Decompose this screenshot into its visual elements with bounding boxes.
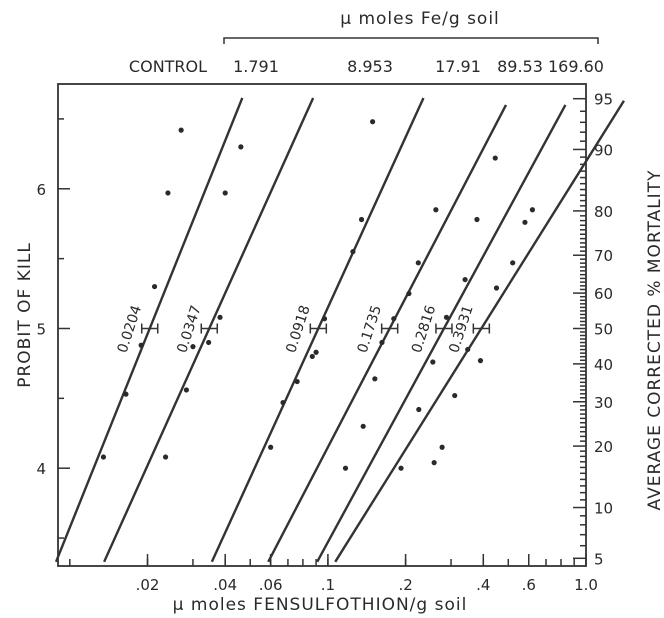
x-tick-label: .06 bbox=[259, 576, 283, 594]
series-label: CONTROL bbox=[129, 57, 207, 76]
series-line bbox=[316, 104, 567, 563]
ld50-marker bbox=[380, 323, 399, 334]
data-point bbox=[280, 399, 286, 406]
data-point bbox=[522, 219, 528, 225]
series-layer: 0.0204 0.0347 0.0918 0.1735 0.2816 0.3931 bbox=[54, 97, 625, 563]
y-left-tick-label: 5 bbox=[36, 320, 46, 338]
series-label: 169.60 bbox=[548, 57, 604, 76]
data-point bbox=[100, 454, 107, 460]
data-point bbox=[415, 260, 421, 266]
series-label: 17.91 bbox=[435, 57, 481, 76]
y-right-tick-label: 10 bbox=[594, 500, 613, 518]
y-right-tick-label: 30 bbox=[594, 394, 613, 412]
data-point bbox=[493, 285, 500, 291]
x-axis: .02 .04 .06 .1 .2 .4 .6 1.0 bbox=[69, 554, 598, 594]
y-right-tick-label: 40 bbox=[594, 356, 613, 374]
data-point bbox=[360, 423, 366, 429]
data-point bbox=[206, 339, 212, 346]
data-point bbox=[165, 190, 171, 196]
x-tick-label: .4 bbox=[476, 576, 490, 594]
data-point bbox=[477, 358, 484, 364]
series-label: 89.53 bbox=[497, 57, 543, 76]
x-tick-label: .02 bbox=[136, 576, 160, 594]
ld50-marker bbox=[140, 323, 159, 334]
data-point bbox=[416, 406, 422, 413]
data-point bbox=[431, 460, 437, 466]
data-point bbox=[342, 465, 349, 471]
data-point bbox=[391, 316, 397, 322]
y-right-tick-label: 80 bbox=[594, 203, 613, 221]
y-right-tick-label: 60 bbox=[594, 285, 613, 303]
y-axis-right: 5 10 20 30 40 50 60 70 80 90 95 bbox=[573, 91, 613, 568]
data-point bbox=[370, 119, 376, 125]
series-line bbox=[103, 97, 315, 563]
data-point bbox=[183, 387, 190, 393]
y-axis-title-right: AVERAGE CORRECTED % MORTALITY bbox=[645, 170, 664, 511]
data-point bbox=[529, 207, 536, 213]
data-point bbox=[430, 359, 436, 365]
y-right-tick-label: 90 bbox=[594, 141, 613, 159]
data-point bbox=[492, 155, 498, 161]
data-point bbox=[398, 465, 404, 471]
x-tick-label: 1.0 bbox=[574, 576, 598, 594]
data-point bbox=[433, 207, 439, 213]
x-tick-label: .2 bbox=[398, 576, 412, 594]
series-label: 8.953 bbox=[347, 57, 393, 76]
data-point bbox=[321, 316, 328, 322]
top-title-bracket bbox=[223, 37, 599, 44]
data-point bbox=[178, 127, 184, 133]
y-right-tick-label: 5 bbox=[594, 550, 604, 568]
data-point bbox=[309, 353, 315, 360]
top-title: μ moles Fe/g soil bbox=[340, 9, 500, 29]
data-point bbox=[406, 290, 412, 297]
series-line bbox=[267, 104, 508, 563]
data-point bbox=[350, 249, 356, 255]
data-point bbox=[162, 454, 169, 460]
data-point bbox=[151, 283, 158, 290]
ld50-marker bbox=[200, 323, 219, 334]
ld50-marker bbox=[309, 323, 328, 334]
y-left-tick-label: 4 bbox=[36, 460, 46, 478]
data-point bbox=[313, 349, 319, 355]
ld50-marker bbox=[472, 323, 491, 334]
x-tick-label: .1 bbox=[321, 576, 335, 594]
data-point bbox=[123, 391, 129, 397]
data-point bbox=[379, 339, 385, 346]
series-line bbox=[210, 97, 425, 563]
y-right-tick-label: 20 bbox=[594, 438, 613, 456]
data-point bbox=[474, 216, 480, 223]
data-point bbox=[222, 190, 228, 196]
y-axis-title-left: PROBIT OF KILL bbox=[15, 242, 35, 388]
x-tick-label: .04 bbox=[213, 576, 237, 594]
data-point bbox=[217, 314, 223, 320]
data-point bbox=[138, 342, 144, 348]
x-axis-title: μ moles FENSULFOTHION/g soil bbox=[173, 595, 468, 615]
data-point bbox=[443, 314, 450, 320]
data-point bbox=[358, 216, 365, 223]
data-point bbox=[268, 444, 274, 450]
ld50-marker bbox=[435, 323, 453, 334]
data-point bbox=[238, 144, 244, 150]
data-point bbox=[190, 344, 196, 350]
x-tick-label: .6 bbox=[522, 576, 536, 594]
y-left-tick-label: 6 bbox=[36, 181, 46, 199]
series-line bbox=[54, 97, 244, 563]
y-right-tick-label: 50 bbox=[594, 320, 613, 338]
y-right-tick-label: 95 bbox=[594, 91, 613, 109]
ld50-label: 0.3931 bbox=[446, 303, 476, 355]
series-labels: CONTROL 1.791 8.953 17.91 89.53 169.60 bbox=[129, 57, 604, 76]
data-point bbox=[452, 392, 458, 399]
data-point bbox=[510, 260, 516, 266]
data-point bbox=[465, 346, 471, 353]
series-line bbox=[334, 100, 625, 563]
data-point bbox=[294, 378, 300, 385]
data-point bbox=[372, 376, 378, 382]
y-axis-left: 4 5 6 bbox=[36, 118, 70, 539]
data-point bbox=[462, 276, 468, 283]
series-label: 1.791 bbox=[233, 57, 279, 76]
y-right-tick-label: 70 bbox=[594, 247, 613, 265]
data-point bbox=[439, 444, 445, 450]
